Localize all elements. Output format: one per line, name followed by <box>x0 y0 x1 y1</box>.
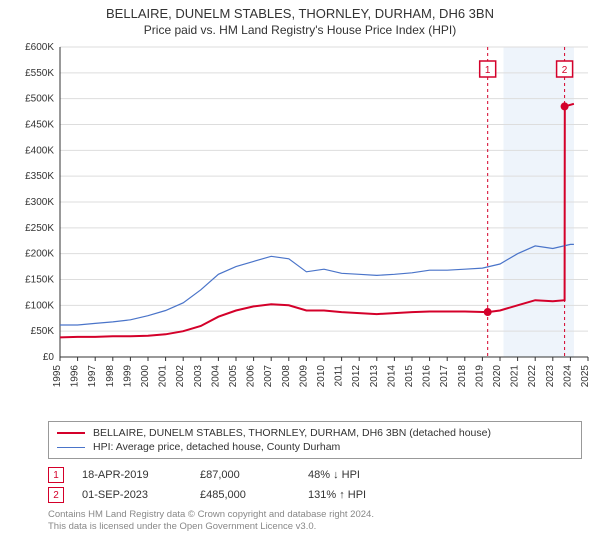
event-dot-1 <box>484 308 492 316</box>
x-tick-label: 2019 <box>474 365 485 388</box>
x-tick-label: 2021 <box>510 365 521 388</box>
y-tick-label: £350K <box>25 171 54 182</box>
annotation-row: 1 18-APR-2019 £87,000 48% ↓ HPI <box>48 465 582 485</box>
titles: BELLAIRE, DUNELM STABLES, THORNLEY, DURH… <box>0 0 600 37</box>
x-tick-label: 2011 <box>334 365 345 387</box>
x-tick-label: 2022 <box>527 365 538 388</box>
annotation-price: £87,000 <box>200 469 290 481</box>
y-tick-label: £400K <box>25 145 54 156</box>
x-tick-label: 1997 <box>87 365 98 388</box>
footer-line-2: This data is licensed under the Open Gov… <box>48 521 582 533</box>
x-tick-label: 2002 <box>175 365 186 388</box>
title-line-1: BELLAIRE, DUNELM STABLES, THORNLEY, DURH… <box>0 6 600 21</box>
annotation-date: 01-SEP-2023 <box>82 489 182 501</box>
legend-swatch <box>57 432 85 434</box>
footer: Contains HM Land Registry data © Crown c… <box>48 509 582 534</box>
annotation-badge: 1 <box>48 467 64 483</box>
x-tick-label: 2006 <box>246 365 257 388</box>
legend-row: HPI: Average price, detached house, Coun… <box>57 440 573 454</box>
x-tick-label: 2001 <box>158 365 169 388</box>
series-property <box>60 104 574 338</box>
x-tick-label: 2018 <box>457 365 468 388</box>
x-tick-label: 2015 <box>404 365 415 388</box>
x-tick-label: 2020 <box>492 365 503 388</box>
x-tick-label: 2012 <box>351 365 362 388</box>
x-tick-label: 2003 <box>193 365 204 388</box>
series-hpi <box>60 244 574 325</box>
y-tick-label: £150K <box>25 275 54 286</box>
chart-plot: £0 £50K £100K £150K £200K £250K £300K £350K £400… <box>0 37 600 417</box>
x-tick-label: 2000 <box>140 365 151 388</box>
y-tick-label: £200K <box>25 249 54 260</box>
footer-line-1: Contains HM Land Registry data © Crown c… <box>48 509 582 521</box>
x-tick-label: 2013 <box>369 365 380 388</box>
x-tick-label: 2004 <box>210 365 221 388</box>
event-dot-2 <box>561 102 569 110</box>
x-tick-label: 2016 <box>422 365 433 388</box>
annotation-hpi: 131% ↑ HPI <box>308 489 398 501</box>
annotation-price: £485,000 <box>200 489 290 501</box>
annotation-date: 18-APR-2019 <box>82 469 182 481</box>
x-tick-label: 2009 <box>298 365 309 388</box>
y-tick-label: £250K <box>25 223 54 234</box>
chart-container: BELLAIRE, DUNELM STABLES, THORNLEY, DURH… <box>0 0 600 534</box>
y-tick-label: £600K <box>25 42 54 53</box>
y-tick-label: £100K <box>25 300 54 311</box>
y-tick-label: £550K <box>25 68 54 79</box>
legend-label: BELLAIRE, DUNELM STABLES, THORNLEY, DURH… <box>93 427 491 439</box>
chart-svg: £0 £50K £100K £150K £200K £250K £300K £350K £400… <box>0 37 600 417</box>
legend: BELLAIRE, DUNELM STABLES, THORNLEY, DURH… <box>48 421 582 459</box>
x-tick-label: 1995 <box>52 365 63 388</box>
annotation-hpi: 48% ↓ HPI <box>308 469 398 481</box>
event-badge-num-1: 1 <box>485 65 491 76</box>
event-badge-num-2: 2 <box>562 65 568 76</box>
x-tick-label: 2023 <box>545 365 556 388</box>
y-tick-label: £500K <box>25 94 54 105</box>
annotation-row: 2 01-SEP-2023 £485,000 131% ↑ HPI <box>48 485 582 505</box>
y-tick-label: £0 <box>43 352 55 363</box>
x-tick-label: 1999 <box>122 365 133 388</box>
x-tick-label: 2005 <box>228 365 239 388</box>
x-tick-label: 1998 <box>105 365 116 388</box>
annotation-badge: 2 <box>48 487 64 503</box>
x-tick-label: 2008 <box>281 365 292 388</box>
x-tick-label: 2010 <box>316 365 327 388</box>
legend-label: HPI: Average price, detached house, Coun… <box>93 441 340 453</box>
x-tick-label: 2025 <box>580 365 591 388</box>
title-line-2: Price paid vs. HM Land Registry's House … <box>0 23 600 37</box>
legend-swatch <box>57 447 85 448</box>
y-tick-label: £50K <box>31 326 55 337</box>
x-tick-label: 2014 <box>386 365 397 388</box>
annotations-table: 1 18-APR-2019 £87,000 48% ↓ HPI 2 01-SEP-2023… <box>48 465 582 505</box>
y-tick-label: £300K <box>25 197 54 208</box>
x-tick-label: 2007 <box>263 365 274 388</box>
x-tick-label: 1996 <box>70 365 81 388</box>
x-tick-label: 2024 <box>562 365 573 388</box>
y-tick-label: £450K <box>25 120 54 131</box>
legend-row: BELLAIRE, DUNELM STABLES, THORNLEY, DURH… <box>57 426 573 440</box>
x-tick-label: 2017 <box>439 365 450 388</box>
